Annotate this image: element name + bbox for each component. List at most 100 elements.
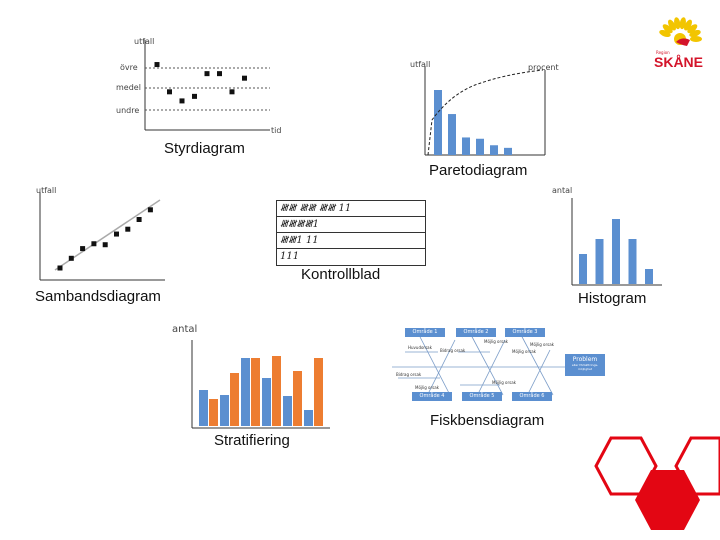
styr-level-upper: övre	[120, 63, 138, 72]
fishbone-area-4: Område 4	[412, 392, 452, 401]
kontrollblad-caption: Kontrollblad	[301, 266, 381, 283]
pareto-bar	[490, 145, 498, 155]
sun-ray	[687, 24, 698, 34]
fishbone-lines	[392, 332, 565, 401]
fishbone-cause: Möjlig orsak	[530, 342, 554, 347]
logo-brand: SKÅNE	[654, 54, 704, 70]
styr-level-lower: undre	[116, 106, 140, 115]
fishbone-area-3: Område 3	[505, 328, 545, 337]
fishbone-cause: Bidrag orsak	[396, 372, 422, 377]
kontrollblad-table: 𝍸𝍸 𝍸𝍸 𝍸𝍸 11 𝍸𝍸𝍸𝍸1 𝍸𝍸1 11 111	[276, 200, 426, 266]
samband-points	[57, 207, 153, 271]
histogram-bars	[579, 219, 653, 284]
histogram-bar	[628, 239, 637, 284]
fishbone-cause: Möjlig orsak	[415, 385, 439, 390]
logo: Region SKÅNE	[654, 12, 712, 70]
pareto-bar	[476, 138, 484, 155]
pareto-cumulative-curve	[427, 69, 544, 156]
sun-icon	[659, 17, 702, 46]
pareto-bars	[434, 90, 512, 155]
strat-bars	[199, 356, 323, 426]
fiskbensdiagram-caption: Fiskbensdiagram	[430, 412, 545, 429]
styr-points	[154, 62, 247, 104]
strat-bar-blue	[262, 378, 271, 426]
stratifiering-caption: Stratifiering	[214, 432, 290, 449]
tally-row: 𝍸𝍸𝍸𝍸1	[277, 217, 425, 233]
styr-x-title: tid	[271, 126, 282, 135]
histogram-bar	[612, 219, 620, 284]
styr-point	[154, 62, 160, 68]
styrdiagram-caption: Styrdiagram	[164, 140, 245, 157]
strat-bar-orange	[272, 356, 281, 426]
strat-bar-blue	[304, 410, 313, 426]
sun-ray	[689, 30, 701, 37]
styr-y-title: utfall	[134, 37, 155, 46]
strat-bar-orange	[230, 373, 239, 426]
strat-y-title: antal	[172, 324, 198, 335]
strat-bar-orange	[209, 399, 218, 426]
sun-ray	[674, 17, 681, 30]
styr-point	[229, 89, 235, 95]
samband-point	[125, 226, 131, 232]
sun-ray	[668, 19, 676, 31]
hexagon-outline-right	[674, 436, 720, 496]
histogram-caption: Histogram	[578, 290, 647, 307]
styr-level-mean: medel	[116, 83, 141, 92]
samband-point	[136, 217, 142, 222]
styr-point	[167, 89, 172, 95]
samband-point	[147, 207, 153, 213]
pareto-bar	[462, 137, 470, 155]
tally-row: 𝍸𝍸1 11	[277, 233, 425, 249]
samband-y-title: utfall	[36, 186, 57, 195]
fishbone-cause: Huvudorsak	[408, 345, 432, 350]
samband-point	[68, 255, 74, 261]
histogram-bar	[579, 254, 587, 284]
tally-row: 111	[280, 251, 300, 262]
fishbone-area-6: Område 6	[512, 392, 552, 401]
strat-bar-orange	[251, 358, 260, 426]
histogram-bar	[595, 239, 604, 284]
fishbone-area-5: Område 5	[462, 392, 502, 401]
samband-point	[91, 241, 97, 247]
logo-small-text: Region	[656, 50, 670, 55]
fishbone-cause: Möjlig orsak	[492, 380, 516, 385]
hexagon-decoration	[594, 436, 720, 530]
paretodiagram-caption: Paretodiagram	[429, 162, 528, 179]
strat-bar-blue	[220, 395, 229, 426]
fishbone-problem-label: Problem	[572, 356, 598, 363]
sun-ray	[690, 36, 702, 42]
strat-bar-blue	[199, 390, 208, 426]
pareto-bar	[434, 90, 442, 155]
tally-row: 𝍸𝍸 𝍸𝍸 𝍸𝍸 11	[277, 201, 425, 217]
fishbone-problem-box: Problem eller förbättrings-möjlighet	[565, 354, 605, 376]
fishbone-cause: Möjlig orsak	[484, 339, 508, 344]
strat-bar-blue	[283, 396, 292, 426]
samband-point	[57, 265, 63, 271]
strat-bar-orange	[293, 371, 302, 426]
strat-bar-orange	[314, 358, 323, 426]
fishbone-cause: Bidrag orsak	[440, 348, 466, 353]
samband-point	[114, 231, 119, 237]
fishbone-area-2: Område 2	[456, 328, 496, 337]
histogram-bar	[645, 269, 653, 284]
strat-bar-blue	[241, 358, 250, 426]
styr-point	[242, 75, 247, 81]
styr-point	[217, 71, 222, 77]
pareto-y2-title: procent	[528, 63, 559, 72]
histogram-y-title: antal	[552, 186, 573, 195]
styr-point	[179, 98, 185, 104]
styr-point	[192, 93, 197, 99]
sun-ray	[684, 19, 692, 31]
fishbone-area-1: Område 1	[405, 328, 445, 337]
samband-point	[80, 246, 86, 252]
sun-ray	[662, 24, 673, 34]
pareto-y-title: utfall	[410, 60, 431, 69]
hexagon-filled	[635, 470, 700, 530]
fishbone-cause: Möjlig orsak	[512, 349, 536, 354]
fishbone-problem-sub: eller förbättrings-möjlighet	[571, 363, 599, 371]
samband-point	[102, 242, 108, 248]
sambandsdiagram-caption: Sambandsdiagram	[35, 288, 161, 305]
pareto-bar	[504, 147, 512, 155]
pareto-bar	[448, 114, 456, 155]
